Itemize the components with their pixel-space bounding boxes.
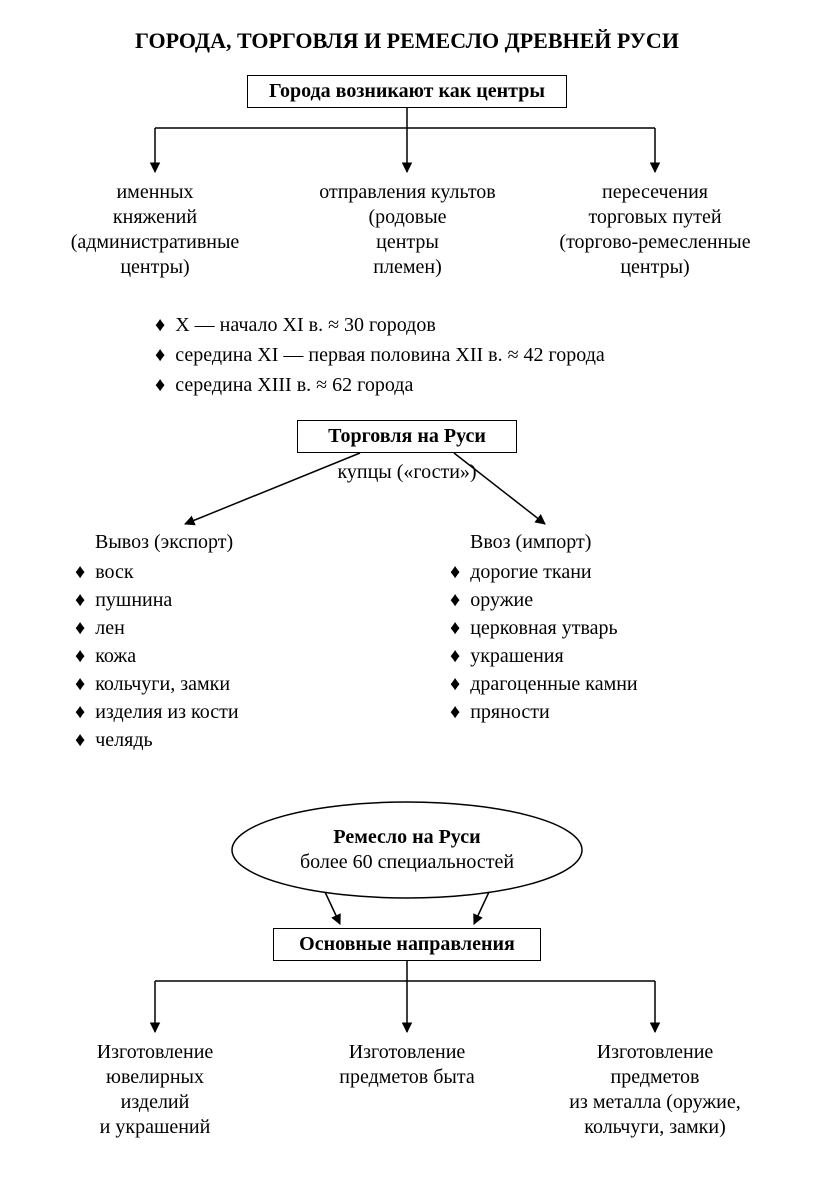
export-title: Вывоз (экспорт) <box>95 530 275 555</box>
diamond-icon: ♦ <box>75 586 85 614</box>
section1-branch-2: пересечения торговых путей (торгово-реме… <box>545 180 765 280</box>
section3-branch-1-text: Изготовление предметов быта <box>339 1041 474 1088</box>
section3-ellipse: Ремесло на Руси более 60 специальностей <box>260 825 554 875</box>
section3-ellipse-sub: более 60 специальностей <box>300 851 514 873</box>
section3-branch-0-text: Изготовление ювелирных изделий и украшен… <box>97 1041 214 1138</box>
section3-ellipse-title: Ремесло на Руси <box>333 826 480 848</box>
diamond-icon: ♦ <box>75 642 85 670</box>
list-item: ♦ оружие <box>450 586 638 614</box>
fact-text: X — начало XI в. ≈ 30 городов <box>175 310 436 340</box>
export-item: лен <box>95 614 125 642</box>
list-item: ♦ драгоценные камни <box>450 670 638 698</box>
diamond-icon: ♦ <box>155 370 165 400</box>
diamond-icon: ♦ <box>75 558 85 586</box>
import-item: пряности <box>470 698 549 726</box>
diamond-icon: ♦ <box>450 558 460 586</box>
import-title-text: Ввоз (импорт) <box>470 531 591 553</box>
section1-branch-1: отправления культов (родовые центры плем… <box>300 180 515 280</box>
list-item: ♦ кольчуги, замки <box>75 670 239 698</box>
section1-branch-0-text: именных княжений (административные центр… <box>71 181 240 278</box>
list-item: ♦ воск <box>75 558 239 586</box>
export-item: кольчуги, замки <box>95 670 230 698</box>
diamond-icon: ♦ <box>75 614 85 642</box>
export-item: пушнина <box>95 586 172 614</box>
diamond-icon: ♦ <box>450 670 460 698</box>
fact-text: середина XI — первая половина XII в. ≈ 4… <box>175 340 605 370</box>
export-item: кожа <box>95 642 136 670</box>
section2-heading-box: Торговля на Руси <box>297 420 517 453</box>
import-title: Ввоз (импорт) <box>470 530 650 555</box>
list-item: ♦ лен <box>75 614 239 642</box>
section1-heading-box: Города возникают как центры <box>247 75 567 108</box>
import-list: ♦ дорогие ткани ♦ оружие ♦ церковная утварь… <box>450 558 638 726</box>
facts-list: ♦ X — начало XI в. ≈ 30 городов ♦ середина… <box>155 310 605 400</box>
section1-branch-2-text: пересечения торговых путей (торгово-реме… <box>559 181 750 278</box>
export-title-text: Вывоз (экспорт) <box>95 531 233 553</box>
diamond-icon: ♦ <box>75 698 85 726</box>
section2-subtitle: купцы («гости») <box>307 460 507 485</box>
import-item: церковная утварь <box>470 614 617 642</box>
import-item: украшения <box>470 642 563 670</box>
fact-row: ♦ середина XI — первая половина XII в. ≈ … <box>155 340 605 370</box>
diamond-icon: ♦ <box>450 698 460 726</box>
diamond-icon: ♦ <box>450 642 460 670</box>
diamond-icon: ♦ <box>450 614 460 642</box>
diamond-icon: ♦ <box>155 340 165 370</box>
list-item: ♦ церковная утварь <box>450 614 638 642</box>
section1-heading: Города возникают как центры <box>269 80 545 102</box>
export-item: изделия из кости <box>95 698 238 726</box>
import-item: оружие <box>470 586 533 614</box>
diamond-icon: ♦ <box>75 726 85 754</box>
section1-branch-1-text: отправления культов (родовые центры плем… <box>319 181 496 278</box>
diamond-icon: ♦ <box>155 310 165 340</box>
import-item: дорогие ткани <box>470 558 591 586</box>
section1-branch-0: именных княжений (административные центр… <box>50 180 260 280</box>
list-item: ♦ кожа <box>75 642 239 670</box>
section2-heading: Торговля на Руси <box>328 425 486 447</box>
section3-subheading-box: Основные направления <box>273 928 541 961</box>
page-title: ГОРОДА, ТОРГОВЛЯ И РЕМЕСЛО ДРЕВНЕЙ РУСИ <box>0 28 814 54</box>
list-item: ♦ дорогие ткани <box>450 558 638 586</box>
list-item: ♦ пушнина <box>75 586 239 614</box>
section3-branch-1: Изготовление предметов быта <box>310 1040 504 1090</box>
list-item: ♦ челядь <box>75 726 239 754</box>
fact-row: ♦ середина XIII в. ≈ 62 города <box>155 370 605 400</box>
export-item: челядь <box>95 726 152 754</box>
import-item: драгоценные камни <box>470 670 637 698</box>
list-item: ♦ изделия из кости <box>75 698 239 726</box>
section3-branch-0: Изготовление ювелирных изделий и украшен… <box>60 1040 250 1140</box>
diamond-icon: ♦ <box>450 586 460 614</box>
fact-row: ♦ X — начало XI в. ≈ 30 городов <box>155 310 605 340</box>
list-item: ♦ пряности <box>450 698 638 726</box>
section3-branch-2: Изготовление предметов из металла (оружи… <box>545 1040 765 1140</box>
section3-subheading: Основные направления <box>299 933 515 955</box>
section3-branch-2-text: Изготовление предметов из металла (оружи… <box>569 1041 741 1138</box>
diamond-icon: ♦ <box>75 670 85 698</box>
fact-text: середина XIII в. ≈ 62 города <box>175 370 413 400</box>
export-item: воск <box>95 558 133 586</box>
section2-subtitle-text: купцы («гости») <box>337 461 476 483</box>
list-item: ♦ украшения <box>450 642 638 670</box>
export-list: ♦ воск ♦ пушнина ♦ лен ♦ кожа ♦ кольчуги, зам… <box>75 558 239 754</box>
